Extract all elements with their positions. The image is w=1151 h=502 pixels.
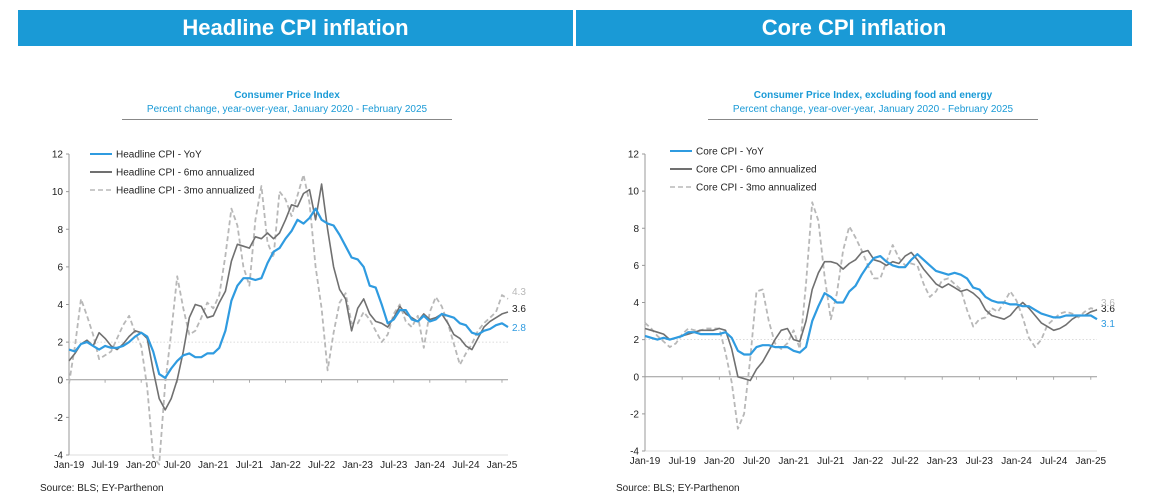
x-tick-label: Jan-23 [342, 460, 373, 471]
y-tick-label: 4 [633, 298, 639, 309]
x-tick-label: Jul-22 [308, 460, 336, 471]
x-tick-label: Jan-19 [54, 460, 85, 471]
y-tick-label: 2 [57, 338, 63, 349]
legend-label-0: Core CPI - YoY [696, 147, 764, 158]
y-tick-label: 10 [52, 187, 64, 198]
x-tick-label: Jul-20 [743, 456, 771, 467]
x-tick-label: Jan-21 [778, 456, 809, 467]
core-cpi-banner: Core CPI inflation [576, 10, 1132, 46]
x-tick-label: Jul-24 [452, 460, 480, 471]
x-tick-label: Jul-23 [380, 460, 408, 471]
y-tick-label: -4 [630, 447, 639, 458]
y-tick-label: 8 [57, 225, 63, 236]
x-tick-label: Jul-23 [966, 456, 994, 467]
x-tick-label: Jan-22 [853, 456, 884, 467]
series-line-1 [644, 249, 1098, 382]
y-tick-label: 6 [633, 261, 639, 272]
right-chart-subtitle: Percent change, year-over-year, January … [708, 104, 1038, 120]
series-line-0 [68, 207, 509, 379]
x-tick-label: Jan-25 [1076, 456, 1107, 467]
x-tick-label: Jul-21 [817, 456, 845, 467]
legend-label-0: Headline CPI - YoY [116, 150, 202, 161]
x-tick-label: Jul-24 [1040, 456, 1068, 467]
x-tick-label: Jan-25 [487, 460, 518, 471]
x-tick-label: Jan-21 [198, 460, 229, 471]
x-tick-label: Jul-22 [891, 456, 919, 467]
series-line-2 [644, 201, 1098, 430]
legend-label-2: Headline CPI - 3mo annualized [116, 186, 254, 197]
y-tick-label: 8 [633, 224, 639, 235]
y-tick-label: -4 [54, 451, 63, 462]
end-value-label-2: 4.3 [512, 287, 526, 298]
x-tick-label: Jan-23 [927, 456, 958, 467]
end-value-label-0: 3.1 [1101, 319, 1115, 330]
y-tick-label: 6 [57, 262, 63, 273]
x-tick-label: Jan-19 [630, 456, 661, 467]
end-value-label-1: 3.6 [1101, 304, 1115, 315]
y-tick-label: 0 [633, 372, 639, 383]
legend-label-2: Core CPI - 3mo annualized [696, 183, 817, 194]
y-tick-label: 0 [57, 375, 63, 386]
x-tick-label: Jan-22 [270, 460, 301, 471]
legend-label-1: Headline CPI - 6mo annualized [116, 168, 254, 179]
headline-cpi-banner: Headline CPI inflation [18, 10, 573, 46]
y-tick-label: 10 [628, 187, 640, 198]
x-tick-label: Jul-19 [669, 456, 697, 467]
right-source-note: Source: BLS; EY-Parthenon [616, 483, 740, 494]
x-tick-label: Jul-21 [236, 460, 264, 471]
x-tick-label: Jul-20 [164, 460, 192, 471]
y-tick-label: 4 [57, 300, 63, 311]
left-chart-title: Consumer Price Index [234, 90, 340, 101]
end-value-label-2: 3.6 [1101, 298, 1115, 309]
series-line-0 [644, 253, 1098, 356]
x-tick-label: Jan-24 [415, 460, 446, 471]
end-value-label-1: 3.6 [512, 304, 526, 315]
left-chart-subtitle: Percent change, year-over-year, January … [122, 104, 452, 120]
x-tick-label: Jul-19 [91, 460, 119, 471]
x-tick-label: Jan-20 [126, 460, 157, 471]
x-tick-label: Jan-20 [704, 456, 735, 467]
y-tick-label: 12 [628, 150, 640, 161]
y-tick-label: 2 [633, 335, 639, 346]
end-value-label-0: 2.8 [512, 323, 526, 334]
x-tick-label: Jan-24 [1001, 456, 1032, 467]
left-source-note: Source: BLS; EY-Parthenon [40, 483, 164, 494]
right-chart-title: Consumer Price Index, excluding food and… [753, 90, 993, 101]
legend-label-1: Core CPI - 6mo annualized [696, 165, 817, 176]
y-tick-label: -2 [54, 413, 63, 424]
series-line-2 [68, 173, 509, 466]
y-tick-label: -2 [630, 409, 639, 420]
y-tick-label: 12 [52, 150, 64, 161]
